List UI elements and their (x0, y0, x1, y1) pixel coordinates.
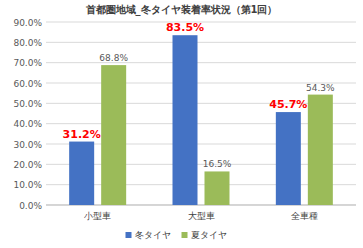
data-label: 68.8% (99, 53, 128, 63)
grid-line (46, 62, 356, 63)
bar (101, 65, 126, 205)
bar (205, 171, 230, 205)
data-label: 16.5% (203, 159, 232, 169)
chart-container: 首都圏地域_冬タイヤ装着率状況（第1回） 0.0% 10.0% 20.0% 30.0% 4… (0, 0, 363, 248)
grid-line (46, 42, 356, 43)
y-tick-label: 40.0% (13, 119, 42, 129)
bars (69, 35, 333, 205)
bar (173, 35, 198, 205)
y-tick-label: 70.0% (13, 58, 42, 68)
legend-label: 冬タイヤ (135, 230, 171, 240)
bar (276, 112, 301, 205)
legend-swatch (182, 232, 188, 238)
legend-swatch (126, 232, 132, 238)
y-tick-label: 30.0% (13, 140, 42, 150)
chart-svg: 首都圏地域_冬タイヤ装着率状況（第1回） 0.0% 10.0% 20.0% 30.0% 4… (0, 0, 363, 248)
bar (69, 142, 94, 205)
data-label: 54.3% (306, 83, 335, 93)
legend: 冬タイヤ 夏タイヤ (126, 230, 227, 240)
title: 首都圏地域_冬タイヤ装着率状況（第1回） (85, 4, 278, 16)
y-tick-label: 90.0% (13, 18, 42, 28)
x-tick-label: 大型車 (188, 211, 215, 221)
y-tick-label: 10.0% (13, 180, 42, 190)
y-tick-label: 80.0% (13, 38, 42, 48)
legend-label: 夏タイヤ (191, 230, 227, 240)
data-label: 45.7% (269, 98, 307, 111)
data-label: 83.5% (166, 21, 204, 34)
data-label: 31.2% (63, 128, 101, 141)
y-tick-label: 60.0% (13, 79, 42, 89)
y-tick-label: 0.0% (19, 201, 42, 211)
bar (308, 95, 333, 205)
y-tick-label: 20.0% (13, 160, 42, 170)
x-tick-label: 全車種 (291, 211, 318, 221)
x-tick-label: 小型車 (84, 211, 111, 221)
y-tick-label: 50.0% (13, 99, 42, 109)
